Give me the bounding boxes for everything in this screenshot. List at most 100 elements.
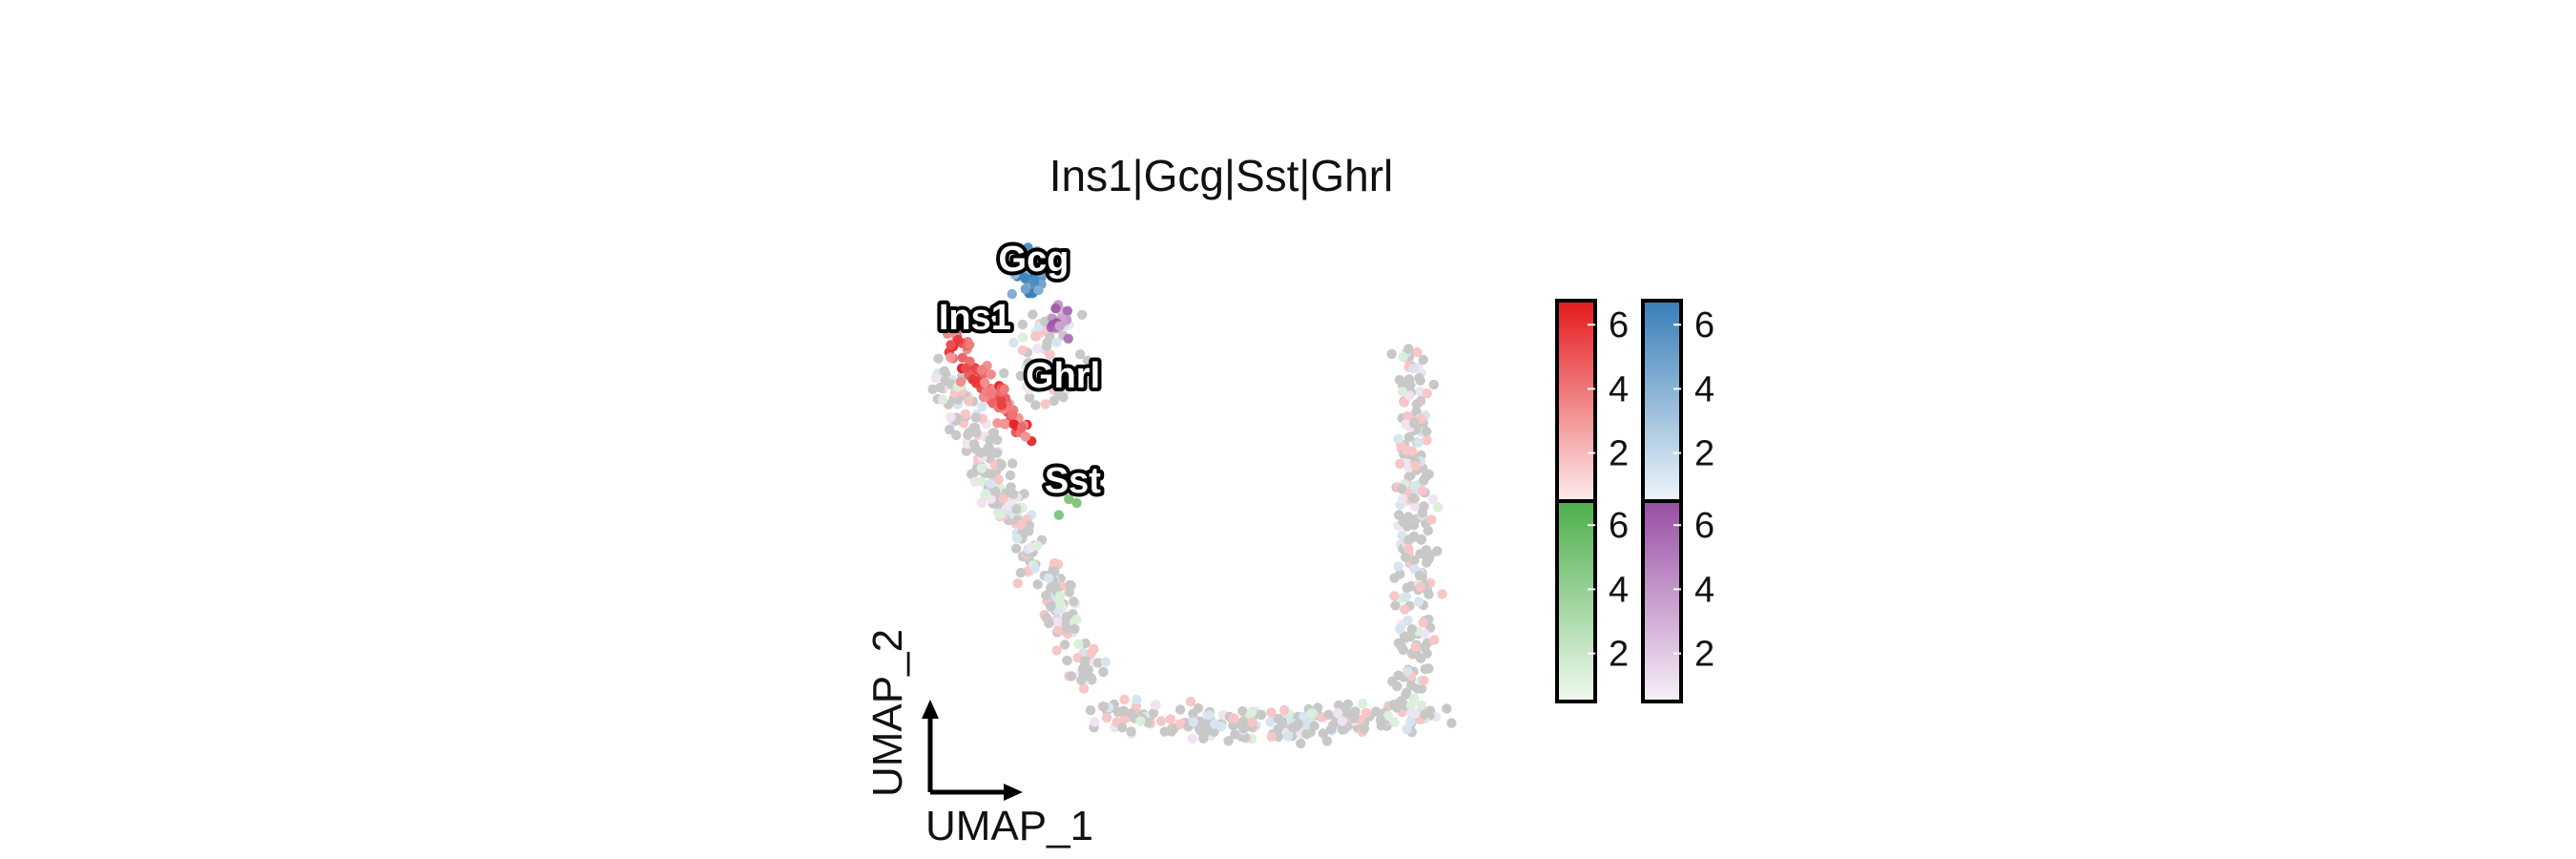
- data-point: [1032, 343, 1043, 354]
- gene-label-gcg: Gcg: [998, 240, 1069, 280]
- data-point: [1174, 704, 1186, 715]
- data-point: [945, 424, 955, 435]
- data-point: [1050, 373, 1061, 385]
- data-point: [960, 409, 971, 420]
- y-arrow-head: [922, 700, 939, 719]
- data-point: [1098, 666, 1109, 678]
- data-point: [1395, 623, 1405, 635]
- data-point: [976, 476, 987, 487]
- data-point: [1204, 710, 1215, 721]
- data-point: [939, 366, 950, 376]
- data-point: [945, 340, 956, 350]
- data-point: [1395, 458, 1405, 470]
- data-point: [1393, 561, 1403, 572]
- data-point: [1403, 432, 1415, 443]
- data-point: [1396, 641, 1407, 652]
- data-point: [1051, 645, 1062, 656]
- data-point: [1017, 332, 1028, 343]
- data-point: [1401, 552, 1411, 562]
- data-point: [1012, 578, 1024, 589]
- data-point: [1412, 346, 1423, 358]
- data-point: [1008, 409, 1018, 420]
- data-point: [1405, 471, 1416, 481]
- data-point: [1063, 333, 1073, 344]
- data-point: [995, 510, 1006, 520]
- data-point: [1023, 358, 1033, 368]
- data-point: [1049, 566, 1060, 576]
- data-point: [1332, 707, 1343, 719]
- legend-bar-gcg: [1641, 299, 1683, 503]
- data-point: [1223, 736, 1234, 746]
- data-point: [1399, 397, 1410, 408]
- data-point: [1442, 703, 1452, 714]
- data-point: [1046, 601, 1056, 612]
- gene-label-ghrl: Ghrl: [1026, 356, 1100, 396]
- data-point: [1408, 492, 1419, 503]
- data-point: [977, 401, 987, 412]
- gene-labels-layer: Gcg Ins1 Ghrl Sst: [935, 236, 1105, 505]
- data-point: [1098, 702, 1110, 712]
- data-point: [1017, 319, 1028, 330]
- data-point: [1010, 543, 1022, 554]
- data-point: [1306, 708, 1317, 719]
- data-point: [998, 493, 1008, 504]
- data-point: [942, 328, 953, 339]
- data-point: [1405, 716, 1416, 727]
- data-point: [1011, 504, 1022, 514]
- data-point: [1041, 590, 1051, 600]
- data-point: [999, 384, 1009, 395]
- data-point: [1051, 337, 1062, 347]
- data-point: [1413, 597, 1424, 607]
- data-point: [1405, 631, 1417, 642]
- data-point: [1215, 722, 1227, 732]
- data-point: [1187, 733, 1198, 744]
- data-point: [1426, 514, 1437, 525]
- data-point: [930, 372, 941, 384]
- data-point: [1028, 276, 1040, 286]
- data-point: [1415, 653, 1426, 663]
- data-point: [1237, 706, 1248, 717]
- data-point: [1278, 704, 1290, 716]
- data-point: [964, 340, 975, 350]
- data-point: [1071, 615, 1082, 625]
- data-point: [1382, 710, 1394, 721]
- data-point: [1392, 681, 1402, 692]
- data-point: [1446, 718, 1457, 728]
- data-point: [933, 353, 944, 364]
- data-point: [1266, 707, 1277, 718]
- data-point: [1238, 723, 1249, 734]
- data-point: [1361, 707, 1372, 719]
- data-point: [1053, 624, 1064, 635]
- data-point: [1337, 716, 1348, 726]
- data-point: [1070, 623, 1080, 634]
- data-point: [1059, 639, 1070, 650]
- data-point: [1414, 570, 1425, 580]
- data-point: [1309, 721, 1319, 731]
- data-point: [1402, 582, 1412, 594]
- data-point: [1402, 410, 1413, 422]
- data-point: [976, 463, 987, 473]
- data-point: [1409, 418, 1420, 429]
- data-point: [1195, 718, 1206, 729]
- data-point: [1410, 641, 1422, 653]
- data-point: [1086, 647, 1096, 659]
- data-point: [996, 459, 1007, 470]
- data-point: [1185, 696, 1196, 707]
- data-point: [1008, 337, 1019, 348]
- data-point: [1416, 413, 1426, 425]
- data-point: [1427, 494, 1439, 505]
- data-point: [1075, 475, 1087, 486]
- data-point: [999, 367, 1009, 379]
- legend-bar-ins1: [1555, 299, 1597, 503]
- data-point: [1411, 399, 1423, 409]
- data-point: [1386, 348, 1397, 360]
- data-point: [1078, 683, 1090, 694]
- data-point: [1401, 591, 1411, 602]
- data-point: [1024, 392, 1035, 403]
- data-point: [1023, 242, 1033, 253]
- data-point: [1397, 493, 1408, 504]
- data-point: [1073, 639, 1084, 649]
- color-legend: 6 4 2 6 4 2 6 4 2 6 4 2: [1555, 299, 1714, 703]
- data-point: [1126, 726, 1136, 737]
